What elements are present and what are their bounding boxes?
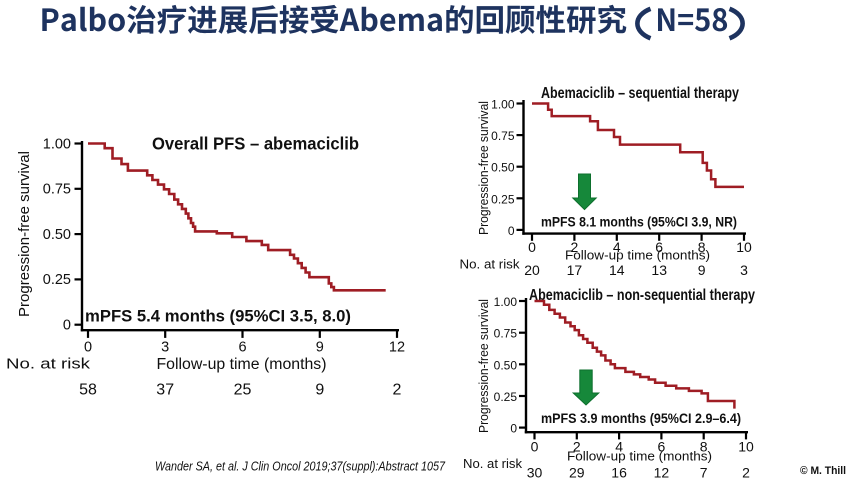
svg-text:6: 6	[655, 239, 663, 255]
svg-text:Progression-free survival: Progression-free survival	[477, 101, 491, 235]
svg-text:17: 17	[567, 262, 583, 278]
svg-text:3: 3	[161, 340, 169, 356]
svg-text:1.00: 1.00	[43, 136, 71, 152]
svg-text:0.25: 0.25	[494, 390, 518, 404]
svg-text:13: 13	[651, 262, 667, 278]
svg-text:No. at risk: No. at risk	[6, 356, 91, 373]
svg-text:4: 4	[615, 439, 623, 455]
svg-text:10: 10	[736, 239, 752, 255]
svg-text:4: 4	[613, 239, 621, 255]
svg-text:0: 0	[508, 224, 515, 238]
svg-text:mPFS 8.1 months (95%CI 3.9, NR: mPFS 8.1 months (95%CI 3.9, NR)	[541, 214, 737, 230]
svg-text:25: 25	[234, 381, 252, 398]
svg-text:3: 3	[740, 262, 748, 278]
svg-text:2: 2	[571, 239, 579, 255]
svg-text:37: 37	[156, 381, 174, 398]
svg-text:9: 9	[315, 381, 324, 398]
svg-text:12: 12	[389, 340, 405, 356]
svg-text:0.25: 0.25	[491, 192, 515, 206]
svg-text:1.00: 1.00	[494, 295, 518, 309]
svg-text:14: 14	[609, 262, 625, 278]
svg-text:2: 2	[573, 439, 581, 455]
svg-text:Follow-up time (months): Follow-up time (months)	[565, 248, 710, 263]
svg-text:Follow-up time (months): Follow-up time (months)	[567, 449, 712, 464]
svg-text:0.75: 0.75	[43, 182, 71, 198]
svg-text:mPFS 3.9 months (95%CI 2.9–6.4: mPFS 3.9 months (95%CI 2.9–6.4)	[541, 410, 741, 426]
svg-text:6: 6	[238, 340, 246, 356]
svg-text:58: 58	[79, 381, 97, 398]
svg-text:2: 2	[742, 465, 750, 481]
svg-text:9: 9	[316, 340, 324, 356]
svg-text:6: 6	[658, 439, 666, 455]
svg-text:0.75: 0.75	[491, 129, 515, 143]
svg-text:8: 8	[700, 439, 708, 455]
svg-text:8: 8	[698, 239, 706, 255]
svg-text:0: 0	[63, 318, 71, 334]
svg-text:0.50: 0.50	[491, 161, 515, 175]
svg-text:0.50: 0.50	[43, 227, 71, 243]
svg-text:Progression-free survival: Progression-free survival	[477, 299, 491, 433]
svg-text:30: 30	[527, 465, 543, 481]
svg-text:Progression-free survival: Progression-free survival	[16, 151, 33, 317]
svg-text:0.50: 0.50	[494, 358, 518, 372]
svg-text:7: 7	[700, 465, 708, 481]
svg-text:16: 16	[611, 465, 627, 481]
svg-text:© M. Thill: © M. Thill	[800, 465, 846, 477]
svg-text:0.75: 0.75	[494, 327, 518, 341]
svg-text:0.25: 0.25	[43, 272, 71, 288]
svg-text:No. at risk: No. at risk	[463, 456, 523, 471]
svg-text:0: 0	[531, 439, 539, 455]
svg-text:No. at risk: No. at risk	[460, 257, 521, 272]
svg-text:mPFS 5.4 months (95%CI 3.5, 8.: mPFS 5.4 months (95%CI 3.5, 8.0)	[85, 307, 351, 326]
svg-text:Abemaciclib – sequential thera: Abemaciclib – sequential therapy	[541, 85, 739, 102]
svg-text:12: 12	[654, 465, 670, 481]
svg-text:20: 20	[524, 262, 540, 278]
svg-text:Follow-up time (months): Follow-up time (months)	[157, 356, 327, 373]
svg-text:Overall PFS – abemaciclib: Overall PFS – abemaciclib	[152, 134, 359, 154]
svg-text:0: 0	[528, 239, 536, 255]
svg-text:1.00: 1.00	[491, 98, 515, 112]
svg-text:0: 0	[510, 422, 517, 436]
svg-text:0: 0	[84, 340, 92, 356]
svg-text:9: 9	[698, 262, 706, 278]
svg-text:2: 2	[393, 381, 402, 398]
svg-text:Abemaciclib – non-sequential t: Abemaciclib – non-sequential therapy	[529, 287, 755, 304]
svg-text:Wander SA, et al. J Clin Oncol: Wander SA, et al. J Clin Oncol 2019;37(s…	[155, 459, 446, 474]
svg-text:29: 29	[569, 465, 585, 481]
svg-text:10: 10	[738, 439, 754, 455]
